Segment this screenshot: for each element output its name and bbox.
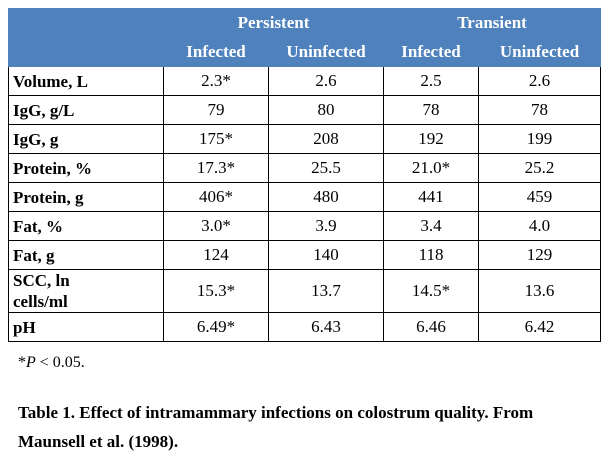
- row-label: IgG, g: [8, 124, 164, 154]
- row-label: IgG, g/L: [8, 95, 164, 125]
- cell-value: 480: [267, 182, 385, 212]
- cell-value: 2.6: [478, 66, 602, 96]
- cell-value: 15.3*: [163, 269, 269, 313]
- table-row: IgG, g 175* 208 192 199: [8, 124, 602, 154]
- row-label: pH: [8, 312, 164, 342]
- column-header: Infected: [163, 37, 269, 67]
- table-row: IgG, g/L 79 80 78 78: [8, 95, 602, 125]
- cell-value: 208: [267, 124, 385, 154]
- footnote-symbol: P: [26, 354, 36, 371]
- column-header: Uninfected: [267, 37, 385, 67]
- table-row: SCC, ln cells/ml 15.3* 13.7 14.5* 13.6: [8, 269, 602, 313]
- row-label: SCC, ln cells/ml: [8, 269, 164, 313]
- cell-value: 2.3*: [163, 66, 269, 96]
- column-header: Uninfected: [478, 37, 602, 67]
- cell-value: 6.43: [267, 312, 385, 342]
- cell-value: 129: [478, 240, 602, 270]
- table: Persistent Transient Infected Uninfected Inf…: [8, 8, 602, 342]
- table-head: Persistent Transient Infected Uninfected Inf…: [8, 8, 602, 67]
- cell-value: 78: [383, 95, 480, 125]
- cell-value: 78: [478, 95, 602, 125]
- group-row: Persistent Transient: [8, 8, 602, 38]
- row-label: Fat, %: [8, 211, 164, 241]
- footnote-text: < 0.05.: [35, 354, 85, 371]
- corner-cell: [8, 8, 164, 38]
- cell-value: 21.0*: [383, 153, 480, 183]
- cell-value: 17.3*: [163, 153, 269, 183]
- footnote-marker: *: [18, 354, 26, 371]
- cell-value: 3.9: [267, 211, 385, 241]
- corner-cell: [8, 37, 164, 67]
- row-label: Protein, %: [8, 153, 164, 183]
- cell-value: 14.5*: [383, 269, 480, 313]
- cell-value: 25.2: [478, 153, 602, 183]
- table-wrap: Persistent Transient Infected Uninfected Inf…: [8, 8, 602, 342]
- cell-value: 3.0*: [163, 211, 269, 241]
- cell-value: 6.42: [478, 312, 602, 342]
- table-row: pH 6.49* 6.43 6.46 6.42: [8, 312, 602, 342]
- table-row: Fat, g 124 140 118 129: [8, 240, 602, 270]
- cell-value: 6.49*: [163, 312, 269, 342]
- group-header: Persistent: [162, 8, 385, 38]
- cell-value: 80: [267, 95, 385, 125]
- row-label: Volume, L: [8, 66, 164, 96]
- cell-value: 406*: [163, 182, 269, 212]
- cell-value: 124: [163, 240, 269, 270]
- cell-value: 25.5: [267, 153, 385, 183]
- cell-value: 3.4: [383, 211, 480, 241]
- cell-value: 79: [163, 95, 269, 125]
- table-row: Protein, g 406* 480 441 459: [8, 182, 602, 212]
- cell-value: 192: [383, 124, 480, 154]
- column-header: Infected: [383, 37, 480, 67]
- caption: Table 1. Effect of intramammary infectio…: [18, 403, 534, 451]
- cell-value: 441: [383, 182, 480, 212]
- group-header: Transient: [383, 8, 602, 38]
- table-row: Volume, L 2.3* 2.6 2.5 2.6: [8, 66, 602, 96]
- table-row: Protein, % 17.3* 25.5 21.0* 25.2: [8, 153, 602, 183]
- cell-value: 13.7: [267, 269, 385, 313]
- row-label: Fat, g: [8, 240, 164, 270]
- cell-value: 13.6: [478, 269, 602, 313]
- table-body: Volume, L 2.3* 2.6 2.5 2.6 IgG, g/L 79 80 78 78 Ig…: [8, 66, 602, 342]
- cell-value: 175*: [163, 124, 269, 154]
- table-row: Fat, % 3.0* 3.9 3.4 4.0: [8, 211, 602, 241]
- column-row: Infected Uninfected Infected Uninfected: [8, 37, 602, 67]
- cell-value: 2.5: [383, 66, 480, 96]
- footnote: *P < 0.05.: [18, 354, 85, 372]
- cell-value: 6.46: [383, 312, 480, 342]
- cell-value: 140: [267, 240, 385, 270]
- cell-value: 4.0: [478, 211, 602, 241]
- cell-value: 118: [383, 240, 480, 270]
- row-label: Protein, g: [8, 182, 164, 212]
- cell-value: 459: [478, 182, 602, 212]
- cell-value: 199: [478, 124, 602, 154]
- cell-value: 2.6: [267, 66, 385, 96]
